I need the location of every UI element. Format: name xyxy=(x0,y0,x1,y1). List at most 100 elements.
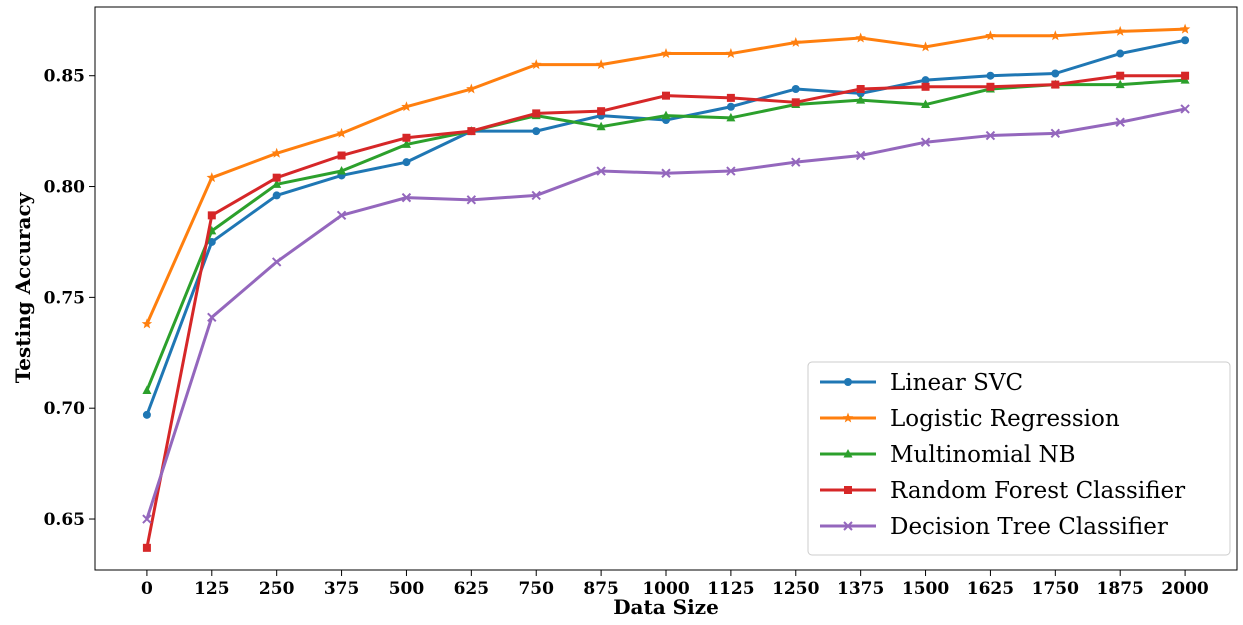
legend-label: Linear SVC xyxy=(890,370,1023,396)
legend-item-decision-tree-classifier: Decision Tree Classifier xyxy=(820,514,1168,540)
legend-item-logistic-regression: Logistic Regression xyxy=(820,406,1120,432)
legend-item-random-forest-classifier: Random Forest Classifier xyxy=(820,478,1185,504)
data-point-decision-tree-classifier xyxy=(726,166,736,176)
data-point-random-forest-classifier xyxy=(1051,80,1060,89)
data-point-linear-svc xyxy=(532,127,541,136)
legend-swatch-marker xyxy=(843,449,853,458)
data-point-logistic-regression xyxy=(1114,25,1126,36)
y-tick-label: 0.80 xyxy=(44,178,86,198)
data-point-multinomial-nb xyxy=(921,99,931,109)
data-point-logistic-regression xyxy=(855,32,866,43)
y-tick-label: 0.70 xyxy=(44,399,86,419)
data-point-linear-svc xyxy=(726,102,735,111)
x-tick-label: 1250 xyxy=(772,579,819,599)
legend-label: Decision Tree Classifier xyxy=(890,514,1168,540)
data-point-logistic-regression xyxy=(920,41,931,52)
x-tick-label: 500 xyxy=(389,579,425,599)
data-point-linear-svc xyxy=(272,191,281,200)
data-point-linear-svc xyxy=(402,158,411,167)
x-tick-label: 2000 xyxy=(1161,579,1208,599)
data-point-logistic-regression xyxy=(466,83,477,94)
data-point-logistic-regression xyxy=(725,48,737,58)
data-point-linear-svc xyxy=(791,85,800,94)
data-point-multinomial-nb xyxy=(142,385,152,394)
legend-item-linear-svc: Linear SVC xyxy=(820,370,1023,396)
x-axis-label: Data Size xyxy=(613,595,719,619)
legend-swatch-marker xyxy=(844,486,852,494)
y-axis: 0.65 0.70 0.75 0.80 0.85 xyxy=(44,67,95,530)
x-tick-label: 0 xyxy=(141,579,153,599)
y-tick-label: 0.75 xyxy=(44,288,85,308)
x-tick-label: 625 xyxy=(454,579,490,599)
data-point-random-forest-classifier xyxy=(986,82,995,91)
data-point-random-forest-classifier xyxy=(1116,71,1125,80)
data-point-decision-tree-classifier xyxy=(207,312,217,323)
data-point-decision-tree-classifier xyxy=(1115,117,1125,127)
x-tick-label: 1875 xyxy=(1097,579,1144,599)
data-point-random-forest-classifier xyxy=(402,133,411,142)
data-point-random-forest-classifier xyxy=(337,151,346,160)
legend-label: Multinomial NB xyxy=(890,442,1076,468)
data-point-decision-tree-classifier xyxy=(401,192,412,203)
data-point-logistic-regression xyxy=(141,318,153,329)
data-point-logistic-regression xyxy=(336,127,347,138)
data-point-decision-tree-classifier xyxy=(661,168,671,178)
x-axis: 0 125 250 375 500 625 750 875 1000 1125 1250 1375 15… xyxy=(141,570,1209,599)
data-point-logistic-regression xyxy=(271,147,282,158)
data-point-random-forest-classifier xyxy=(662,91,670,100)
data-point-random-forest-classifier xyxy=(532,109,541,118)
data-point-logistic-regression xyxy=(531,59,542,70)
data-point-linear-svc xyxy=(1181,36,1190,45)
series-random-forest-classifier xyxy=(142,71,1190,552)
y-tick-label: 0.85 xyxy=(44,67,85,87)
data-point-linear-svc xyxy=(142,410,151,419)
data-point-logistic-regression xyxy=(660,48,672,58)
legend-item-multinomial-nb: Multinomial NB xyxy=(820,442,1076,468)
data-point-linear-svc xyxy=(1051,69,1060,78)
series-layer xyxy=(141,23,1191,552)
data-point-logistic-regression xyxy=(985,30,996,41)
legend-swatch-marker xyxy=(842,412,854,423)
data-point-decision-tree-classifier xyxy=(1050,128,1061,139)
data-point-decision-tree-classifier xyxy=(791,157,801,167)
legend-box xyxy=(807,361,1231,556)
data-point-multinomial-nb xyxy=(726,112,736,122)
y-axis-label: Testing Accuracy xyxy=(11,191,35,383)
data-point-random-forest-classifier xyxy=(726,93,735,102)
x-tick-label: 250 xyxy=(259,579,295,599)
series-logistic-regression xyxy=(141,23,1191,329)
data-point-random-forest-classifier xyxy=(272,173,281,182)
data-point-decision-tree-classifier xyxy=(142,514,152,524)
data-point-linear-svc xyxy=(986,71,995,80)
data-point-random-forest-classifier xyxy=(467,127,476,136)
data-point-logistic-regression xyxy=(1179,23,1191,34)
x-tick-label: 1500 xyxy=(902,579,949,599)
series-decision-tree-classifier xyxy=(142,104,1190,524)
x-tick-label: 1375 xyxy=(837,579,884,599)
data-point-decision-tree-classifier xyxy=(531,190,541,201)
data-point-random-forest-classifier xyxy=(921,82,930,91)
data-point-multinomial-nb xyxy=(401,139,411,148)
data-point-decision-tree-classifier xyxy=(336,210,347,221)
x-tick-label: 875 xyxy=(583,579,619,599)
legend-label: Logistic Regression xyxy=(890,406,1120,432)
data-point-decision-tree-classifier xyxy=(1180,104,1190,114)
x-tick-label: 1125 xyxy=(707,579,754,599)
data-point-random-forest-classifier xyxy=(791,98,800,107)
x-tick-label: 375 xyxy=(324,579,360,599)
data-point-linear-svc xyxy=(207,237,216,246)
data-point-logistic-regression xyxy=(595,59,607,70)
x-tick-label: 1000 xyxy=(642,579,689,599)
data-point-decision-tree-classifier xyxy=(985,130,996,141)
data-point-random-forest-classifier xyxy=(597,107,606,116)
data-point-multinomial-nb xyxy=(856,95,866,104)
data-point-decision-tree-classifier xyxy=(855,150,866,161)
data-point-linear-svc xyxy=(921,76,930,85)
data-point-random-forest-classifier xyxy=(1181,71,1190,80)
legend-label: Random Forest Classifier xyxy=(890,478,1185,504)
data-point-multinomial-nb xyxy=(272,179,282,188)
data-point-logistic-regression xyxy=(790,36,801,47)
data-point-random-forest-classifier xyxy=(856,85,865,94)
data-point-logistic-regression xyxy=(206,172,218,183)
